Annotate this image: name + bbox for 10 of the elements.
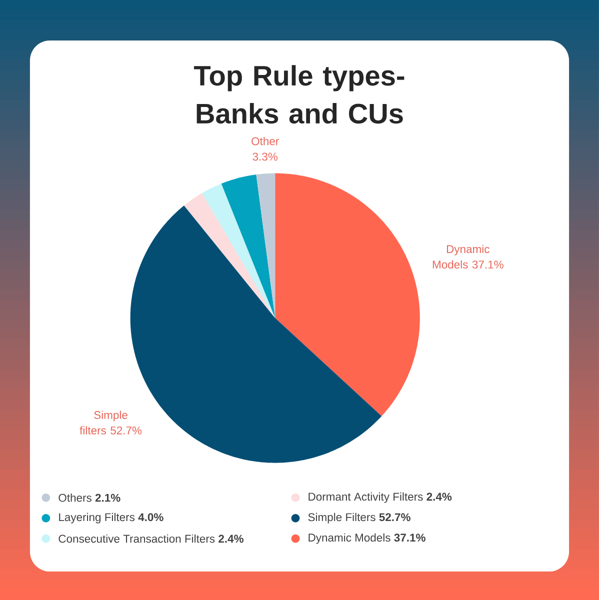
- legend-label: Consecutive Transaction Filters 2.4%: [58, 534, 244, 543]
- legend-label: Dynamic Models 37.1%: [308, 533, 426, 544]
- data-label: Other 3.3%: [252, 136, 279, 161]
- chart-title: Top Rule types- Banks and CUs: [194, 65, 404, 124]
- data-label: Dynamic Models 37.1%: [432, 244, 504, 269]
- data-label: Simple filters 52.7%: [80, 410, 142, 434]
- legend-label: Dormant Activity Filters 2.4%: [308, 492, 452, 503]
- legend-label: Layering Filters 4.0%: [59, 512, 164, 524]
- legend-label: Simple Filters 52.7%: [308, 512, 410, 524]
- legend-label: Others 2.1%: [58, 494, 120, 502]
